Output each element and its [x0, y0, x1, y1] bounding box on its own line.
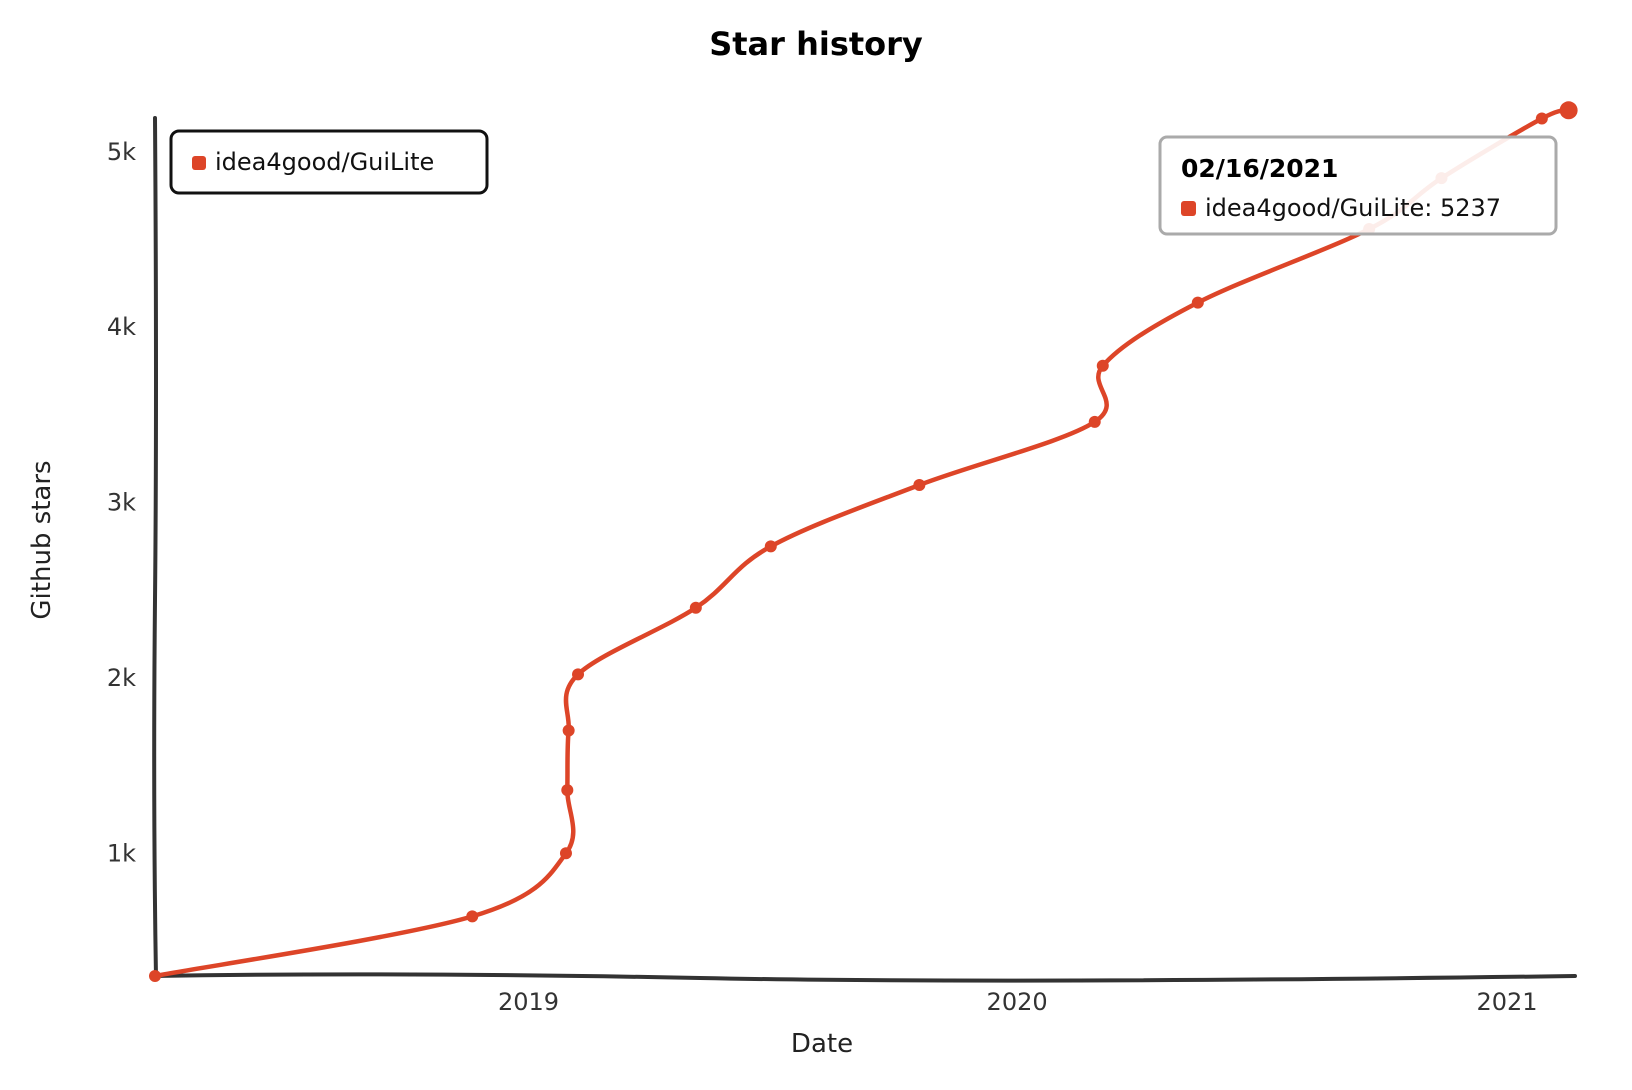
data-point[interactable] — [149, 970, 161, 982]
legend: idea4good/GuiLite — [169, 129, 489, 195]
x-axis-line — [150, 972, 1577, 983]
x-tick-label: 2021 — [1477, 988, 1538, 1016]
data-point[interactable] — [1191, 296, 1204, 309]
y-tick-label: 1k — [107, 839, 136, 867]
data-point[interactable] — [764, 540, 777, 553]
data-point[interactable] — [1559, 101, 1578, 120]
x-tick-label: 2020 — [987, 988, 1048, 1016]
data-point[interactable] — [562, 724, 575, 737]
data-point[interactable] — [1535, 112, 1548, 125]
data-point[interactable] — [913, 479, 926, 492]
x-axis-ticks: 2019 2020 2021 — [498, 988, 1538, 1016]
legend-box — [169, 129, 489, 195]
y-tick-label: 5k — [107, 138, 136, 166]
data-point[interactable] — [1096, 359, 1109, 372]
x-tick-label: 2019 — [498, 988, 559, 1016]
y-axis-ticks: 1k 2k 3k 4k 5k — [107, 138, 136, 867]
data-point[interactable] — [559, 847, 572, 860]
y-axis-line — [152, 116, 158, 980]
data-point[interactable] — [572, 668, 585, 681]
tooltip-box — [1158, 135, 1558, 236]
tooltip-text: idea4good/GuiLite: 5237 — [1205, 194, 1501, 222]
x-axis-label: Date — [791, 1029, 853, 1059]
data-point[interactable] — [466, 910, 479, 923]
tooltip: 02/16/2021 idea4good/GuiLite: 5237 — [1158, 135, 1558, 236]
chart-title: Star history — [709, 25, 923, 63]
data-point[interactable] — [689, 601, 702, 614]
y-tick-label: 2k — [107, 664, 136, 692]
y-tick-label: 3k — [107, 489, 136, 517]
legend-label: idea4good/GuiLite — [215, 148, 434, 176]
legend-swatch — [192, 156, 206, 170]
y-tick-label: 4k — [107, 313, 136, 341]
tooltip-swatch — [1181, 201, 1196, 216]
data-point[interactable] — [561, 784, 574, 797]
tooltip-date: 02/16/2021 — [1181, 154, 1338, 183]
series-line — [152, 108, 1571, 979]
data-point[interactable] — [1088, 415, 1101, 428]
y-axis-label: Github stars — [27, 460, 57, 619]
